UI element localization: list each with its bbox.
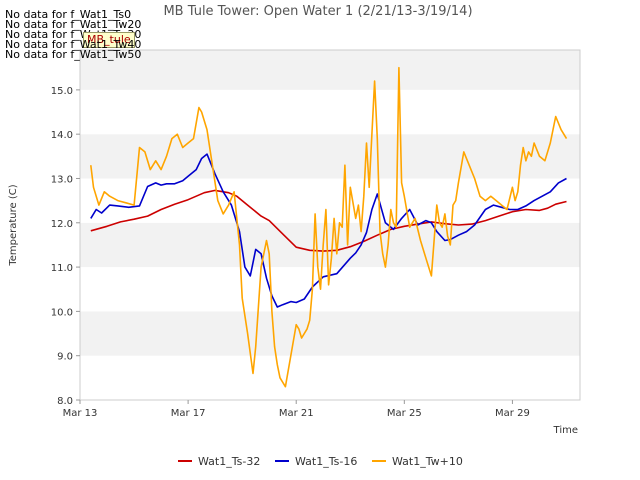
y-axis: 8.0 9.0 10.0 11.0 12.0 13.0 14.0 15.0 (51, 86, 80, 407)
x-tick-label: Mar 29 (495, 408, 530, 419)
x-tick-label: Mar 13 (63, 408, 98, 419)
plot-bands (80, 50, 580, 400)
y-tick-label: 8.0 (57, 396, 73, 407)
series-lines (90, 66, 568, 388)
y-axis-label: Temperature (C) (8, 184, 19, 266)
y-tick-label: 11.0 (51, 263, 73, 274)
grid-band (80, 311, 580, 356)
y-tick-label: 15.0 (51, 86, 73, 97)
grid-band (80, 222, 580, 268)
nodata-message: No data for f_Wat1_Tw30 (5, 28, 142, 41)
x-axis: Mar 13 Mar 17 Mar 21 Mar 25 Mar 29 (63, 400, 530, 419)
y-tick-label: 9.0 (57, 352, 73, 363)
grid-band (80, 178, 580, 223)
grid-band (80, 355, 580, 400)
x-tick-label: Mar 25 (387, 408, 422, 419)
nodata-message: No data for f_Wat1_Tw40 (5, 38, 142, 51)
series-line-Wat1_Tw+10 (90, 66, 568, 388)
nodata-message: No data for f_Wat1_Ts0 (5, 8, 132, 21)
grid-band (80, 50, 580, 90)
nodata-message: No data for f_Wat1_Tw20 (5, 18, 142, 31)
x-tick-label: Mar 21 (279, 408, 314, 419)
legend-label: Wat1_Ts-16 (295, 455, 357, 468)
grid-band (80, 134, 580, 179)
y-tick-label: 13.0 (51, 174, 73, 185)
x-axis-label: Time (553, 425, 578, 436)
chart-title: MB Tule Tower: Open Water 1 (2/21/13-3/1… (163, 4, 472, 19)
grid-band (80, 89, 580, 135)
nodata-message: No data for f_Wat1_Tw50 (5, 48, 142, 61)
y-tick-label: 14.0 (51, 130, 73, 141)
legend-label: Wat1_Tw+10 (392, 455, 463, 468)
plot-frame (79, 49, 581, 401)
y-tick-label: 12.0 (51, 219, 73, 230)
y-tick-label: 10.0 (51, 307, 73, 318)
site-badge: MB_tule (83, 32, 135, 48)
x-tick-label: Mar 17 (171, 408, 206, 419)
legend-label: Wat1_Ts-32 (198, 455, 260, 468)
legend: Wat1_Ts-32 Wat1_Ts-16 Wat1_Tw+10 (178, 455, 463, 468)
